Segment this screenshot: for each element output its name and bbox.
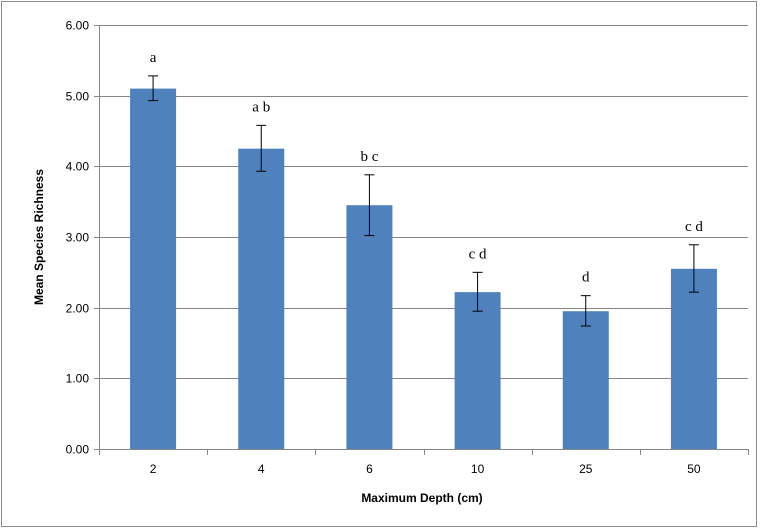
y-tick-label: 0.00 xyxy=(66,443,90,457)
bar-50 xyxy=(671,269,717,449)
bar-10 xyxy=(455,292,501,449)
y-tick-label: 6.00 xyxy=(66,19,90,33)
significance-label-10: c d xyxy=(469,246,487,262)
significance-label-4: a b xyxy=(252,99,270,115)
y-tick-label: 2.00 xyxy=(66,302,90,316)
x-tick-label: 25 xyxy=(579,462,593,476)
significance-label-50: c d xyxy=(685,219,703,235)
bar-25 xyxy=(563,311,609,449)
significance-label-25: d xyxy=(582,270,590,286)
bar-4 xyxy=(238,149,284,449)
y-tick-label: 1.00 xyxy=(66,372,90,386)
x-tick-label: 6 xyxy=(366,462,373,476)
y-tick-label: 3.00 xyxy=(66,231,90,245)
x-tick-label: 4 xyxy=(258,462,265,476)
y-tick-label: 4.00 xyxy=(66,160,90,174)
bars xyxy=(130,89,717,449)
bar-6 xyxy=(346,205,392,449)
significance-label-2: a xyxy=(150,50,157,66)
gridlines xyxy=(99,26,748,379)
x-axis-title: Maximum Depth (cm) xyxy=(361,491,482,505)
x-tick-label: 10 xyxy=(471,462,485,476)
significance-label-6: b c xyxy=(360,149,378,165)
significance-letters: a a b b c c d d c d xyxy=(150,50,704,286)
y-tick-label: 5.00 xyxy=(66,90,90,104)
error-bars xyxy=(148,76,699,326)
bar-2 xyxy=(130,89,176,449)
y-axis-title: Mean Species Richness xyxy=(32,169,46,305)
x-tick-label: 50 xyxy=(687,462,701,476)
x-tick-label: 2 xyxy=(150,462,157,476)
